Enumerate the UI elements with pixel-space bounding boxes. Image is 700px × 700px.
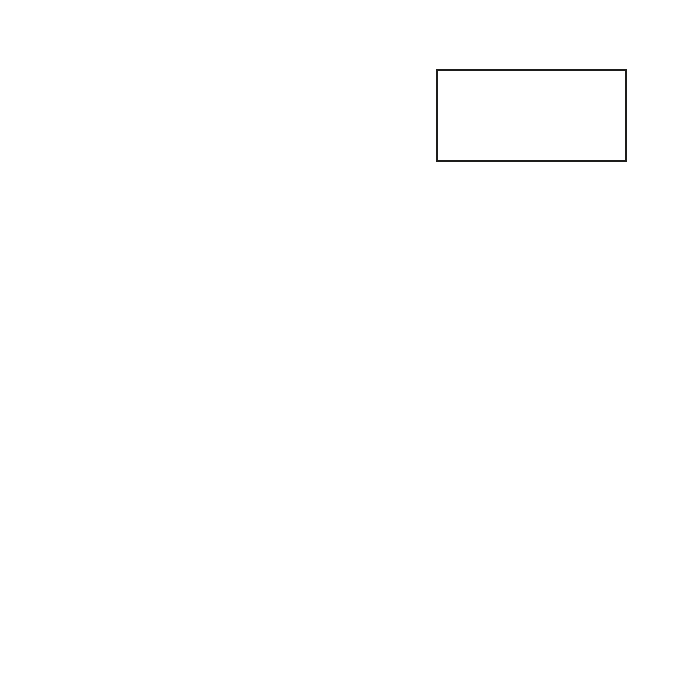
- legend-box: [436, 69, 627, 162]
